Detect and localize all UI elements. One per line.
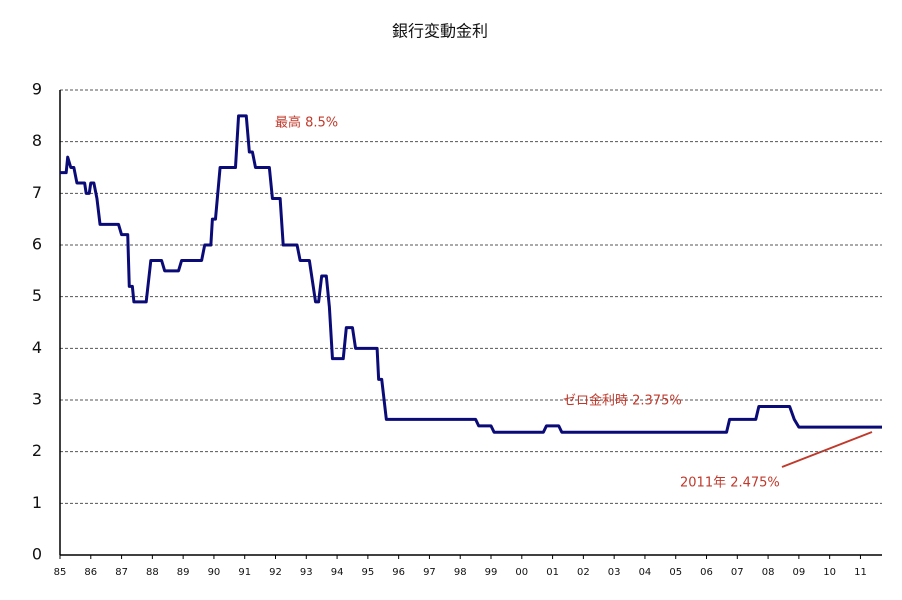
- x-tick-label: 94: [331, 567, 344, 578]
- x-tick-label: 88: [146, 567, 159, 578]
- x-tick-label: 07: [731, 567, 744, 578]
- x-tick-label: 03: [608, 567, 621, 578]
- y-tick-label: 3: [32, 390, 42, 409]
- annotation: ゼロ金利時 2.375%: [563, 393, 682, 409]
- x-tick-label: 89: [177, 567, 190, 578]
- y-tick-label: 9: [32, 80, 42, 99]
- y-tick-label: 7: [32, 183, 42, 202]
- x-tick-label: 09: [793, 567, 806, 578]
- y-tick-label: 5: [32, 286, 42, 305]
- x-tick-label: 99: [485, 567, 498, 578]
- data-line: [60, 114, 882, 434]
- x-tick-label: 87: [115, 567, 128, 578]
- x-tick-label: 04: [639, 567, 652, 578]
- x-tick-label: 96: [392, 567, 405, 578]
- x-tick-label: 98: [454, 567, 467, 578]
- x-tick-label: 92: [269, 567, 282, 578]
- x-tick-label: 10: [823, 567, 836, 578]
- y-tick-label: 0: [32, 545, 42, 564]
- y-tick-label: 1: [32, 493, 42, 512]
- x-tick-label: 95: [361, 567, 374, 578]
- x-tick-label: 91: [238, 567, 251, 578]
- chart-title: 銀行変動金利: [392, 22, 488, 41]
- y-tick-label: 2: [32, 441, 42, 460]
- y-tick-label: 6: [32, 235, 42, 254]
- x-tick-label: 06: [700, 567, 713, 578]
- x-tick-label: 02: [577, 567, 590, 578]
- x-tick-label: 01: [546, 567, 559, 578]
- annotation: 最高 8.5%: [275, 115, 338, 131]
- x-tick-label: 05: [669, 567, 682, 578]
- x-tick-label: 08: [762, 567, 775, 578]
- y-tick-label: 4: [32, 338, 42, 357]
- y-tick-label: 8: [32, 131, 42, 150]
- x-tick-label: 90: [208, 567, 221, 578]
- x-tick-label: 00: [515, 567, 528, 578]
- annotation-arrow: [781, 431, 873, 468]
- annotation: 2011年 2.475%: [680, 476, 780, 491]
- x-tick-label: 97: [423, 567, 436, 578]
- x-tick-label: 11: [854, 567, 867, 578]
- x-tick-label: 86: [84, 567, 97, 578]
- x-tick-label: 93: [300, 567, 313, 578]
- x-tick-label: 85: [54, 567, 67, 578]
